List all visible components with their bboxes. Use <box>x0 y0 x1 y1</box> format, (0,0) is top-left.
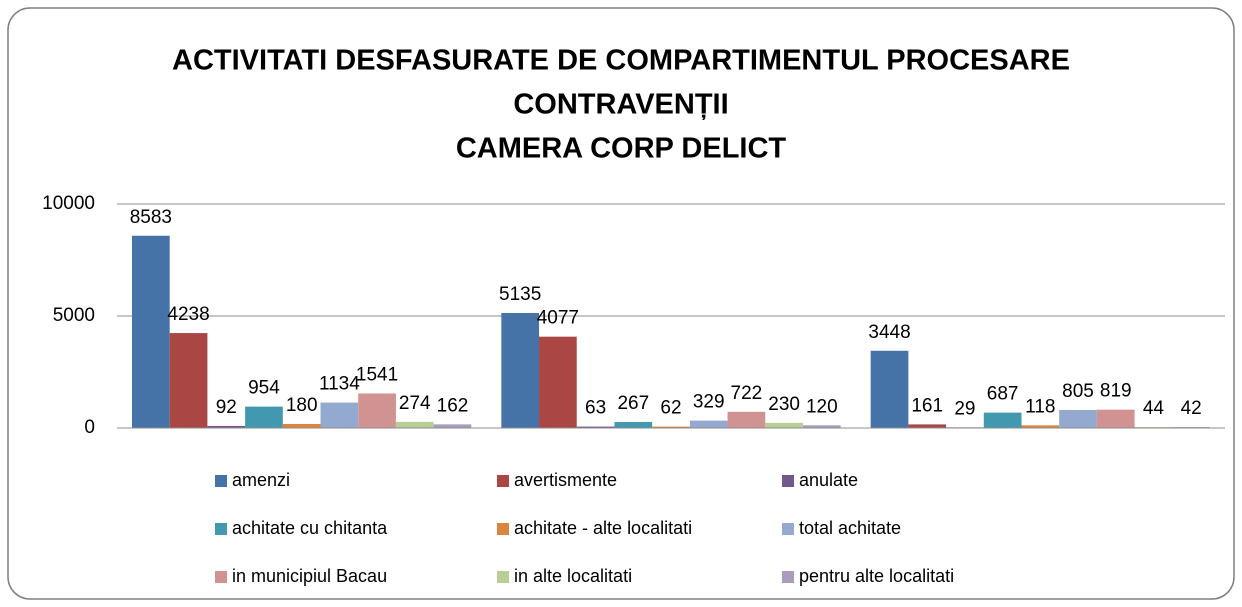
bar <box>539 336 577 428</box>
value-label: 954 <box>248 378 280 399</box>
bar <box>614 422 653 428</box>
bar <box>501 312 540 428</box>
bar <box>433 424 472 428</box>
chart-title: CONTRAVENȚII <box>513 89 728 121</box>
value-label: 42 <box>1181 398 1202 419</box>
bar <box>1096 409 1135 428</box>
value-label: 44 <box>1143 398 1165 419</box>
bar <box>870 350 909 428</box>
value-label: 722 <box>731 383 763 404</box>
legend-swatch <box>215 523 227 535</box>
legend-swatch <box>782 523 794 535</box>
value-label: 329 <box>693 392 725 413</box>
value-label: 274 <box>399 393 431 414</box>
value-label: 230 <box>768 394 800 415</box>
bar <box>282 423 321 428</box>
legend-label: anulate <box>799 470 858 490</box>
legend-label: achitate cu chitanta <box>232 518 388 538</box>
value-label: 120 <box>806 396 838 417</box>
bar <box>1059 409 1097 428</box>
value-label: 180 <box>286 395 318 416</box>
value-label: 4077 <box>537 308 579 329</box>
legend-label: in municipiul Bacau <box>232 566 387 586</box>
value-label: 819 <box>1100 381 1132 402</box>
value-label: 92 <box>216 397 237 418</box>
value-label: 267 <box>617 393 649 414</box>
chart-frame <box>7 7 1235 600</box>
value-label: 162 <box>437 395 469 416</box>
value-label: 1134 <box>319 374 360 395</box>
legend-swatch <box>497 523 509 535</box>
bar <box>320 402 359 428</box>
y-tick-label: 10000 <box>42 193 95 214</box>
legend-label: in alte localitati <box>514 566 632 586</box>
value-label: 5135 <box>499 284 541 305</box>
bar <box>395 421 434 428</box>
bar <box>802 425 841 428</box>
value-label: 8583 <box>130 207 172 228</box>
value-label: 63 <box>585 398 606 419</box>
value-label: 62 <box>660 398 681 419</box>
legend-swatch <box>782 571 794 583</box>
legend-swatch <box>497 475 509 487</box>
bar <box>908 424 947 428</box>
value-label: 29 <box>954 398 975 419</box>
chart-title: CAMERA CORP DELICT <box>456 133 787 165</box>
legend-label: total achitate <box>799 518 901 538</box>
bar <box>207 425 246 428</box>
bar <box>169 333 208 428</box>
value-label: 1541 <box>356 364 398 385</box>
bar <box>765 422 803 428</box>
bar <box>576 426 615 428</box>
y-tick-label: 5000 <box>53 305 95 326</box>
legend-swatch <box>782 475 794 487</box>
value-label: 161 <box>911 395 943 416</box>
legend-swatch <box>215 571 227 583</box>
value-label: 687 <box>987 384 1019 405</box>
legend-label: pentru alte localitati <box>799 566 954 586</box>
legend-swatch <box>215 475 227 487</box>
legend-label: achitate - alte localitati <box>514 518 692 538</box>
y-tick-label: 0 <box>84 417 95 438</box>
bar <box>727 411 766 428</box>
value-label: 118 <box>1025 396 1055 417</box>
value-label: 4238 <box>167 304 209 325</box>
legend-swatch <box>497 571 509 583</box>
legend-label: amenzi <box>232 470 290 490</box>
legend-label: avertismente <box>514 470 617 490</box>
chart-title: ACTIVITATI DESFASURATE DE COMPARTIMENTUL… <box>172 45 1070 77</box>
bar <box>652 426 690 428</box>
bar <box>245 406 283 428</box>
bar <box>132 235 170 428</box>
value-label: 805 <box>1062 381 1094 402</box>
bar <box>983 412 1022 428</box>
bar <box>689 420 728 428</box>
bar <box>1021 425 1060 428</box>
value-label: 3448 <box>868 322 910 343</box>
bar <box>358 393 396 428</box>
